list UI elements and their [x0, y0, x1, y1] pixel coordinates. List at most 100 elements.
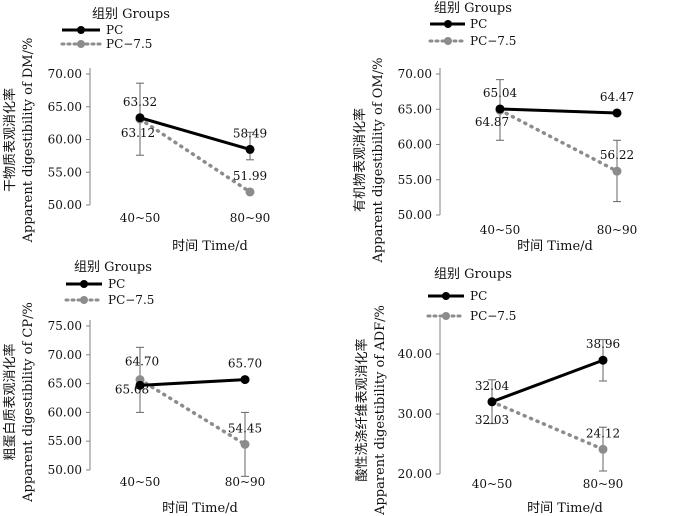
series-line-pc75: [138, 117, 252, 194]
y-tick-label: 70.00: [48, 348, 82, 362]
y-axis-label-cn: 有机物表观消化率: [352, 108, 368, 212]
x-axis-label: 时间 Time/d: [517, 239, 593, 254]
y-tick-label: 65.00: [398, 102, 432, 116]
series-line-pc75: [138, 377, 247, 447]
data-point-pc: [245, 144, 255, 154]
y-axis-label-en: Apparent digestibility of OM/%: [371, 58, 386, 264]
data-label-pc: 38.96: [586, 337, 620, 351]
chart-panel-cp: 组别 Groups PC PC−7.5 粗蛋白质表观消化率 Apparent d…: [2, 260, 265, 516]
data-point-pc: [487, 397, 497, 407]
legend-marker-pc75: [444, 37, 452, 45]
x-tick-label: 80~90: [225, 475, 266, 489]
data-label-pc75: 24.12: [586, 426, 620, 440]
data-point-pc75: [245, 187, 255, 197]
legend-label-pc: PC: [108, 277, 125, 291]
data-label-pc75: 56.22: [600, 148, 634, 162]
series-line-pc75: [498, 108, 619, 173]
data-label-pc: 65.70: [228, 357, 262, 371]
legend-marker-pc: [444, 20, 452, 28]
legend-marker-pc: [77, 26, 85, 34]
series-line-pc: [139, 378, 246, 387]
data-point-pc75: [598, 444, 608, 454]
y-tick-label: 75.00: [48, 319, 82, 333]
legend-label-pc75: PC−7.5: [470, 34, 516, 48]
legend: 组别 Groups PC PC−7.5: [428, 1, 516, 48]
x-tick-label: 40~50: [120, 475, 161, 489]
x-tick-label: 40~50: [120, 211, 161, 225]
x-axis-label: 时间 Time/d: [172, 239, 248, 254]
data-label-pc: 64.47: [600, 90, 634, 104]
y-axis-label-en: Apparent digestibility of DM/%: [21, 38, 36, 244]
y-tick-label: 40.00: [398, 347, 432, 361]
x-tick-label: 80~90: [230, 211, 271, 225]
x-axis-label: 时间 Time/d: [162, 501, 238, 516]
x-tick-label: 40~50: [480, 223, 521, 237]
data-point-pc75: [240, 439, 250, 449]
legend-label-pc: PC: [106, 23, 123, 37]
y-tick-label: 65.00: [48, 377, 82, 391]
legend-title: 组别 Groups: [92, 7, 170, 22]
y-axis-label-cn: 干物质表观消化率: [2, 88, 18, 192]
data-label-pc: 32.04: [475, 379, 510, 393]
chart-panel-om: 组别 Groups PC PC−7.5 有机物表观消化率 Apparent di…: [352, 1, 637, 263]
data-point-pc: [135, 380, 145, 390]
legend-title: 组别 Groups: [434, 1, 512, 16]
x-axis-label: 时间 Time/d: [527, 501, 603, 516]
y-tick-label: 20.00: [398, 467, 432, 481]
y-tick-label: 60.00: [48, 405, 82, 419]
y-tick-label: 55.00: [48, 434, 82, 448]
y-tick-label: 70.00: [398, 67, 432, 81]
y-axis-label-en: Apparent digestibility of CP/%: [21, 302, 36, 503]
legend-label-pc: PC: [470, 17, 487, 31]
data-point-pc: [135, 113, 145, 123]
legend-marker-pc75: [77, 40, 85, 48]
legend: 组别 Groups PC PC−7.5: [426, 267, 516, 323]
legend-marker-pc75: [442, 312, 450, 320]
y-tick-label: 70.00: [48, 67, 82, 81]
legend-label-pc75: PC−7.5: [470, 309, 516, 323]
chart-panel-dm: 组别 Groups PC PC−7.5 干物质表观消化率 Apparent di…: [2, 7, 270, 254]
data-label-pc75: 32.03: [475, 413, 509, 427]
legend-label-pc: PC: [470, 289, 487, 303]
legend-title: 组别 Groups: [74, 260, 152, 275]
y-tick-label: 60.00: [48, 133, 82, 147]
legend-label-pc75: PC−7.5: [108, 293, 154, 307]
data-point-pc: [240, 375, 250, 385]
chart-panel-adf: 组别 Groups PC PC−7.5 酸性洗涤纤维表观消化率 Apparent…: [354, 267, 623, 516]
y-axis-label-en: Apparent digestibility of ADF/%: [373, 305, 388, 516]
y-tick-label: 65.00: [48, 100, 82, 114]
legend-marker-pc: [442, 292, 450, 300]
data-label-pc: 63.32: [123, 95, 157, 109]
x-tick-label: 40~50: [472, 477, 513, 491]
y-tick-label: 55.00: [48, 165, 82, 179]
y-tick-label: 30.00: [398, 407, 432, 421]
data-label-pc75: 54.45: [228, 421, 262, 435]
series-line-pc: [499, 107, 618, 115]
y-tick-label: 60.00: [398, 138, 432, 152]
y-axis-label-cn: 酸性洗涤纤维表观消化率: [354, 338, 370, 481]
y-tick-label: 50.00: [398, 208, 432, 222]
series-line-pc75: [490, 400, 605, 452]
series-line-pc: [491, 358, 604, 404]
data-label-pc75: 64.87: [475, 115, 509, 129]
data-point-pc: [598, 355, 608, 365]
y-tick-label: 50.00: [48, 463, 82, 477]
data-point-pc: [612, 108, 622, 118]
x-tick-label: 80~90: [583, 477, 624, 491]
data-point-pc: [495, 104, 505, 114]
y-tick-label: 50.00: [48, 198, 82, 212]
legend: 组别 Groups PC PC−7.5: [64, 260, 154, 307]
legend-label-pc75: PC−7.5: [106, 37, 152, 51]
legend-marker-pc75: [80, 296, 88, 304]
legend: 组别 Groups PC PC−7.5: [60, 7, 170, 51]
data-label-pc: 64.70: [125, 354, 159, 368]
data-point-pc75: [612, 166, 622, 176]
y-tick-label: 55.00: [398, 173, 432, 187]
series-line-pc: [139, 116, 251, 151]
data-label-pc: 58.49: [233, 126, 267, 140]
data-label-pc: 65.04: [483, 86, 518, 100]
data-label-pc75: 51.99: [233, 169, 267, 183]
legend-marker-pc: [80, 280, 88, 288]
x-tick-label: 80~90: [597, 223, 638, 237]
